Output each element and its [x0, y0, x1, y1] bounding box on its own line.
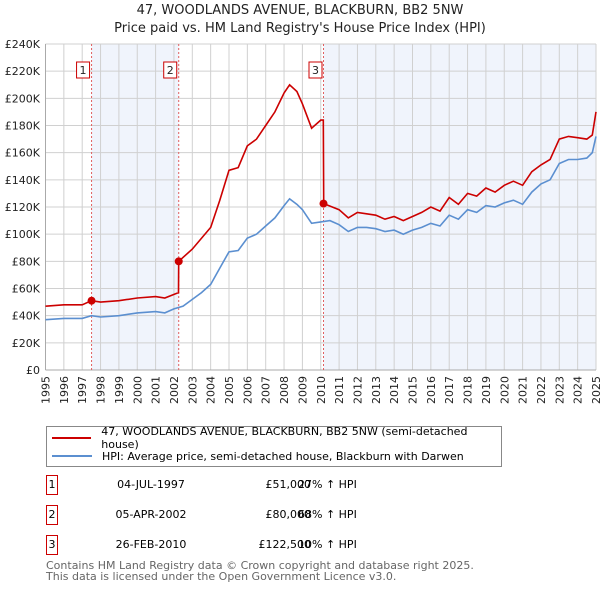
sale-price: £51,000: [265, 478, 312, 491]
legend-label: HPI: Average price, semi-detached house,…: [102, 449, 464, 463]
sale-point: [174, 257, 183, 266]
x-tick-label: 2009: [296, 376, 309, 404]
sale-marker-box: 3: [46, 535, 58, 555]
legend-swatch-red: [52, 437, 92, 439]
x-tick-label: 2016: [425, 376, 438, 404]
sale-date: 26-FEB-2010: [115, 538, 187, 551]
sale-marker-box: 1: [46, 475, 58, 495]
y-tick-label: £20K: [12, 337, 41, 350]
x-tick-label: 2024: [572, 376, 585, 404]
x-tick-label: 2018: [462, 376, 475, 404]
y-tick-label: £160K: [5, 147, 41, 160]
legend: 47, WOODLANDS AVENUE, BLACKBURN, BB2 5NW…: [46, 425, 502, 467]
plot-area: 1995 1996 1997 1998 1999 2000 2001 2002 2003 2004…: [5, 38, 600, 404]
y-tick-label: £240K: [5, 38, 41, 51]
x-tick-label: 2011: [333, 376, 346, 404]
sale-date: 04-JUL-1997: [117, 478, 185, 491]
x-tick-label: 2023: [553, 376, 566, 404]
sale-marker-label-box: [76, 61, 91, 79]
sale-hpi-diff: 27% ↑ HPI: [298, 478, 357, 491]
sale-price: £80,000: [265, 508, 312, 521]
sale-marker-label: 1: [80, 64, 87, 77]
x-tick-label: 1997: [76, 376, 89, 404]
series-line: [45, 83, 597, 307]
legend-label: 47, WOODLANDS AVENUE, BLACKBURN, BB2 5NW…: [101, 425, 468, 451]
legend-item-hpi: HPI: Average price, semi-detached house,…: [52, 448, 464, 464]
sale-price: £122,500: [258, 538, 312, 551]
y-tick-label: £120K: [5, 201, 41, 214]
x-tick-label: 2008: [278, 376, 291, 404]
sale-marker-label-box: [163, 61, 178, 79]
x-tick-label: 2005: [223, 376, 236, 404]
y-tick-label: £0: [26, 364, 40, 377]
x-tick-label: 1996: [58, 376, 71, 404]
sale-row: 1 04-JUL-1997 £51,000 27% ↑ HPI: [46, 475, 446, 495]
y-tick-label: £60K: [12, 283, 41, 296]
x-tick-label: 2025: [590, 376, 600, 404]
x-tick-label: 1998: [95, 376, 108, 404]
footer-line: Contains HM Land Registry data © Crown c…: [46, 559, 474, 572]
footer-attribution: Contains HM Land Registry data © Crown c…: [46, 560, 474, 582]
y-tick-label: £100K: [5, 228, 41, 241]
y-tick-label: £140K: [5, 174, 41, 187]
sale-row: 3 26-FEB-2010 £122,500 10% ↑ HPI: [46, 535, 446, 555]
x-tick-label: 2021: [517, 376, 530, 404]
chart-title: 47, WOODLANDS AVENUE, BLACKBURN, BB2 5NW: [136, 3, 464, 18]
y-tick-label: £200K: [5, 92, 41, 105]
sale-row: 2 05-APR-2002 £80,000 68% ↑ HPI: [46, 505, 446, 525]
series-line: [45, 136, 597, 321]
x-tick-label: 2020: [498, 376, 511, 404]
sale-hpi-diff: 68% ↑ HPI: [298, 508, 357, 521]
y-tick-label: £180K: [5, 120, 41, 133]
x-tick-label: 2019: [480, 376, 493, 404]
legend-item-property: 47, WOODLANDS AVENUE, BLACKBURN, BB2 5NW…: [52, 425, 501, 451]
x-tick-label: 1995: [40, 376, 53, 404]
y-tick-label: £80K: [12, 255, 41, 268]
x-tick-label: 2015: [407, 376, 420, 404]
sale-point: [87, 296, 96, 305]
x-tick-label: 2007: [260, 376, 273, 404]
sale-date: 05-APR-2002: [115, 508, 187, 521]
x-tick-label: 2010: [315, 376, 328, 404]
x-tick-label: 2022: [535, 376, 548, 404]
sale-marker-label-box: [308, 61, 323, 79]
x-tick-label: 2004: [205, 376, 218, 404]
x-tick-label: 2014: [388, 376, 401, 404]
sale-hpi-diff: 10% ↑ HPI: [298, 538, 357, 551]
x-tick-label: 2001: [150, 376, 163, 404]
x-tick-label: 2017: [443, 376, 456, 404]
sale-marker-box: 2: [46, 505, 58, 525]
footer-line: This data is licensed under the Open Gov…: [46, 570, 397, 583]
x-tick-label: 2013: [370, 376, 383, 404]
x-tick-label: 1999: [113, 376, 126, 404]
y-tick-label: £220K: [5, 65, 41, 78]
sale-marker-label: 3: [312, 64, 319, 77]
sale-marker-label: 2: [167, 64, 174, 77]
x-tick-label: 2006: [241, 376, 254, 404]
x-tick-label: 2002: [168, 376, 181, 404]
sale-point: [319, 199, 328, 208]
y-tick-label: £40K: [12, 310, 41, 323]
x-tick-label: 2000: [131, 376, 144, 404]
x-tick-label: 2003: [186, 376, 199, 404]
x-tick-label: 2012: [351, 376, 364, 404]
legend-swatch-blue: [52, 455, 92, 457]
chart-subtitle: Price paid vs. HM Land Registry's House …: [114, 21, 486, 36]
